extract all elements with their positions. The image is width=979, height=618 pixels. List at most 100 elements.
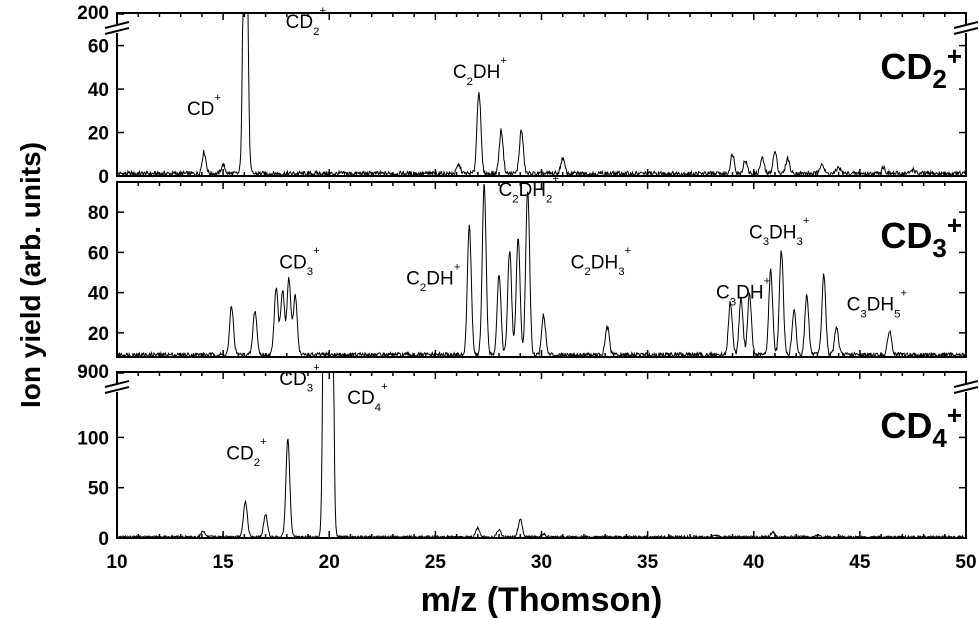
peak-label: C3DH5+	[847, 287, 908, 320]
y-tick-label: 50	[88, 479, 109, 500]
peak-label-part: +	[552, 173, 559, 185]
peak-label-part: DH	[769, 222, 796, 243]
peak-label-part: 2	[254, 457, 260, 469]
peak-label-part: 2	[420, 282, 426, 294]
x-tick-label: 45	[849, 552, 871, 573]
axis-break-mark	[104, 27, 130, 35]
y-tick-label: 60	[88, 37, 109, 58]
spectrum-trace	[116, 184, 967, 359]
peak-label: C2DH+	[453, 55, 508, 88]
peak-label-part: 4	[375, 402, 381, 414]
axis-break-mark	[104, 380, 130, 388]
peak-label-part: +	[313, 245, 320, 257]
panel-title-part: +	[947, 210, 962, 240]
peak-label-part: DH	[867, 295, 894, 316]
peak-label-part: +	[625, 245, 632, 257]
panel-title-part: 3	[932, 233, 946, 263]
panel-title-part: 4	[932, 423, 947, 453]
axis-break-mark	[953, 21, 979, 29]
axis-break-gap	[106, 383, 128, 392]
peak-label-part: 2	[546, 194, 552, 206]
peak-label-part: +	[260, 436, 267, 448]
peak-label-part: C	[716, 283, 730, 304]
peak-label-part: +	[764, 275, 771, 287]
peak-label-part: 3	[307, 383, 313, 395]
x-tick-label: 40	[743, 552, 764, 573]
peak-label: CD3+	[279, 362, 320, 395]
x-tick-label: 15	[213, 552, 235, 573]
peak-label-part: C	[847, 295, 861, 316]
panel-2: 20406080CD3+C2DH+C2DH2+C2DH3+C3DH+C3DH3+…	[88, 173, 967, 359]
x-axis-title: m/z (Thomson)	[421, 581, 663, 618]
panel-title-part: 2	[932, 64, 946, 94]
panel-title-part: +	[947, 41, 962, 71]
y-break-label: 900	[77, 362, 109, 383]
x-tick-label: 25	[425, 552, 447, 573]
y-tick-label: 80	[88, 203, 109, 224]
peak-label-part: DH	[473, 62, 500, 83]
peak-label: CD2+	[226, 436, 267, 469]
peak-label-part: CD	[226, 444, 253, 465]
axis-break-mark	[953, 380, 979, 388]
peak-label-part: 3	[763, 236, 769, 248]
axis-break-gap	[955, 383, 977, 392]
peak-label-part: C	[406, 269, 420, 290]
peak-label-part: CD	[286, 12, 313, 33]
panel-title-part: CD	[880, 215, 932, 256]
peak-label-part: 3	[860, 308, 866, 320]
peak-label-part: 5	[894, 308, 900, 320]
y-axis-title: Ion yield (arb. units)	[15, 142, 46, 408]
peak-label-part: 2	[313, 26, 319, 38]
peak-label: CD3+	[279, 245, 320, 278]
peak-label-part: C	[453, 62, 467, 83]
peak-label-part: DH	[519, 180, 546, 201]
peak-label: C2DH2+	[498, 173, 559, 206]
x-tick-label: 10	[106, 552, 127, 573]
y-tick-label: 0	[98, 167, 109, 188]
y-tick-label: 20	[88, 124, 109, 145]
peak-label-part: 2	[467, 76, 473, 88]
peak-label-part: +	[381, 381, 388, 393]
y-tick-label: 100	[77, 428, 109, 449]
y-tick-label: 40	[88, 80, 109, 101]
peak-label-part: 3	[307, 266, 313, 278]
axis-break-gap	[106, 24, 128, 33]
x-tick-label: 20	[319, 552, 340, 573]
axis-break-mark	[953, 386, 979, 394]
x-tick-label: 35	[637, 552, 659, 573]
peak-label-part: 3	[618, 266, 624, 278]
peak-label: CD+	[187, 92, 221, 120]
axis-break-gap	[955, 24, 977, 33]
axis-break-mark	[953, 27, 979, 35]
panel-title-part: CD	[880, 46, 932, 87]
peak-label-part: 3	[730, 296, 736, 308]
peak-label-part: DH	[736, 283, 763, 304]
panel-title-part: CD	[880, 405, 932, 446]
y-tick-label: 20	[88, 324, 109, 345]
panel-title: CD2+	[880, 41, 962, 94]
peak-label: C2DH+	[406, 261, 461, 294]
axis-break-mark	[104, 21, 130, 29]
y-tick-label: 40	[88, 284, 109, 305]
peak-label-part: 2	[584, 266, 590, 278]
panel-title-part: +	[947, 400, 962, 430]
panel-frame	[116, 12, 967, 177]
peak-label-part: +	[803, 215, 810, 227]
peak-label-part: +	[900, 287, 907, 299]
peak-label-part: DH	[426, 269, 453, 290]
peak-label-part: 2	[512, 194, 518, 206]
peak-label: C2DH3+	[571, 245, 632, 278]
y-break-label: 200	[77, 3, 109, 24]
panel-title: CD4+	[880, 400, 962, 453]
peak-label-part: CD	[347, 388, 374, 409]
peak-label-part: +	[313, 362, 320, 374]
axis-break-mark	[104, 386, 130, 394]
peak-label-part: DH	[591, 252, 618, 273]
peak-label-part: C	[571, 252, 585, 273]
y-tick-label: 60	[88, 243, 109, 264]
peak-label-part: C	[749, 222, 763, 243]
peak-label-part: 3	[796, 236, 802, 248]
